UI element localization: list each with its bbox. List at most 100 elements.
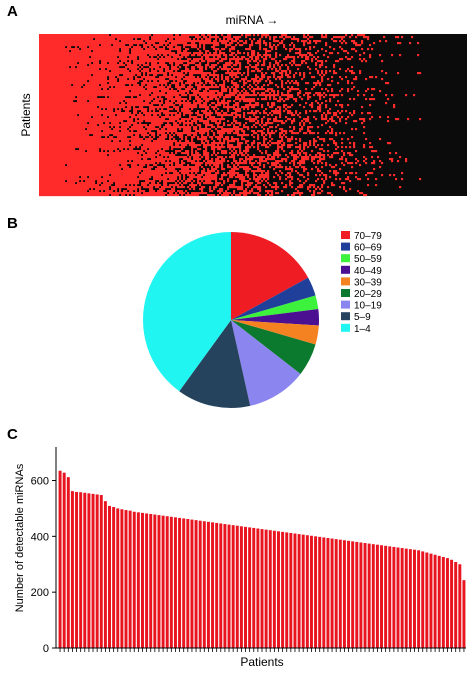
heatmap-cell xyxy=(87,106,90,109)
heatmap-cell xyxy=(301,126,304,129)
heatmap-cell xyxy=(127,100,130,103)
heatmap-cell xyxy=(345,110,348,113)
heatmap-cell xyxy=(185,104,188,107)
heatmap-cell xyxy=(111,100,114,103)
heatmap-cell xyxy=(161,122,164,125)
heatmap-cell xyxy=(239,58,242,61)
heatmap-cell xyxy=(177,120,180,123)
heatmap-cell xyxy=(167,92,170,95)
heatmap-cell xyxy=(193,92,196,95)
heatmap-cell xyxy=(151,94,154,97)
heatmap-cell xyxy=(47,110,50,113)
heatmap-cell xyxy=(111,88,114,91)
heatmap-cell xyxy=(155,80,158,83)
heatmap-cell xyxy=(299,90,302,93)
heatmap-cell xyxy=(167,122,170,125)
heatmap-cell xyxy=(51,58,54,61)
heatmap-cell xyxy=(111,66,114,69)
heatmap-cell xyxy=(117,86,120,89)
heatmap-cell xyxy=(43,72,46,75)
heatmap-cell xyxy=(113,82,116,85)
heatmap-cell xyxy=(89,104,92,107)
heatmap-cell xyxy=(83,110,86,113)
heatmap-cell xyxy=(137,128,140,131)
heatmap-cell xyxy=(363,118,366,121)
heatmap-cell xyxy=(255,88,258,91)
heatmap-cell xyxy=(69,72,72,75)
heatmap-cell xyxy=(141,84,144,87)
heatmap-cell xyxy=(67,52,70,55)
heatmap-cell xyxy=(183,42,186,45)
heatmap-cell xyxy=(69,44,72,47)
heatmap-cell xyxy=(85,60,88,63)
heatmap-cell xyxy=(79,64,82,67)
heatmap-cell xyxy=(97,108,100,111)
heatmap-cell xyxy=(221,68,224,71)
heatmap-cell xyxy=(95,100,98,103)
heatmap-cell xyxy=(237,50,240,53)
heatmap-cell xyxy=(129,58,132,61)
heatmap-cell xyxy=(101,72,104,75)
heatmap-cell xyxy=(205,72,208,75)
heatmap-cell xyxy=(395,36,398,39)
heatmap-cell xyxy=(175,118,178,121)
heatmap-cell xyxy=(133,56,136,59)
heatmap-cell xyxy=(399,42,402,45)
heatmap-cell xyxy=(113,128,116,131)
heatmap-cell xyxy=(61,122,64,125)
heatmap-cell xyxy=(275,116,278,119)
heatmap-cell xyxy=(107,120,110,123)
heatmap-cell xyxy=(207,62,210,65)
heatmap-cell xyxy=(73,68,76,71)
heatmap-cell xyxy=(199,106,202,109)
heatmap-cell xyxy=(217,122,220,125)
heatmap-cell xyxy=(183,34,186,37)
heatmap-cell xyxy=(253,120,256,123)
heatmap-cell xyxy=(223,114,226,117)
heatmap-cell xyxy=(105,48,108,51)
heatmap-cell xyxy=(75,112,78,115)
heatmap-cell xyxy=(97,126,100,129)
heatmap-cell xyxy=(147,100,150,103)
heatmap-cell xyxy=(41,66,44,69)
heatmap-cell xyxy=(193,88,196,91)
heatmap-cell xyxy=(151,54,154,57)
heatmap-cell xyxy=(247,112,250,115)
heatmap-cell xyxy=(307,52,310,55)
heatmap-cell xyxy=(229,124,232,127)
heatmap-cell xyxy=(387,116,390,119)
heatmap-cell xyxy=(43,36,46,39)
heatmap-cell xyxy=(283,104,286,107)
heatmap-cell xyxy=(347,116,350,119)
heatmap-cell xyxy=(199,46,202,49)
heatmap-cell xyxy=(141,40,144,43)
heatmap-cell xyxy=(39,58,42,61)
heatmap-cell xyxy=(63,118,66,121)
heatmap-cell xyxy=(109,112,112,115)
heatmap-cell xyxy=(145,38,148,41)
heatmap-cell xyxy=(89,68,92,71)
heatmap-cell xyxy=(243,96,246,99)
heatmap-cell xyxy=(57,130,60,133)
heatmap-cell xyxy=(121,80,124,83)
heatmap-cell xyxy=(39,44,42,47)
heatmap-cell xyxy=(155,52,158,55)
heatmap-cell xyxy=(185,118,188,121)
heatmap-cell xyxy=(333,66,336,69)
heatmap-cell xyxy=(149,106,152,109)
heatmap-cell xyxy=(105,90,108,93)
heatmap-cell xyxy=(135,84,138,87)
heatmap-cell xyxy=(213,118,216,121)
heatmap-cell xyxy=(147,112,150,115)
heatmap-cell xyxy=(57,46,60,49)
heatmap-cell xyxy=(283,94,286,97)
heatmap-cell xyxy=(223,124,226,127)
heatmap-cell xyxy=(47,128,50,131)
heatmap-cell xyxy=(193,100,196,103)
heatmap-cell xyxy=(61,114,64,117)
heatmap-cell xyxy=(59,114,62,117)
heatmap-cell xyxy=(91,46,94,49)
heatmap-cell xyxy=(79,54,82,57)
heatmap-cell xyxy=(151,70,154,73)
heatmap-cell xyxy=(157,64,160,67)
